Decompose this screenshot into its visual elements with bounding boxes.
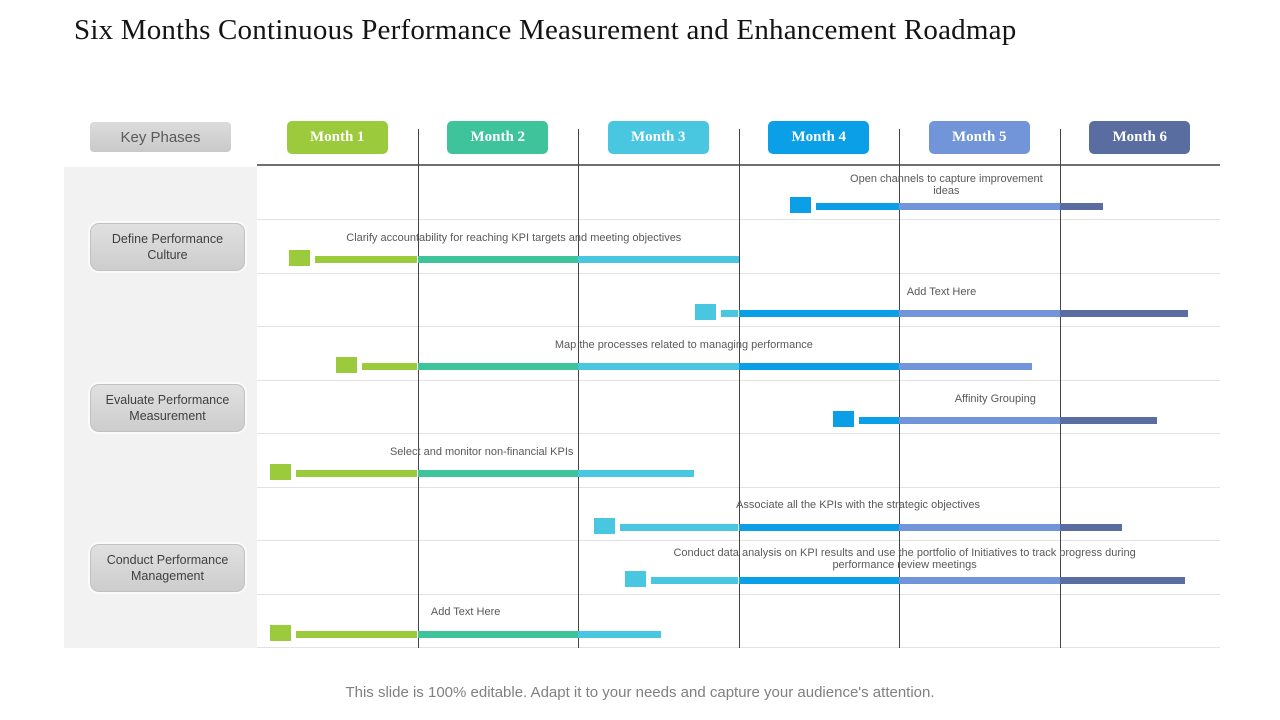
month-header-3[interactable]: Month 3 xyxy=(607,121,709,154)
task-label-text: Conduct data analysis on KPI results and… xyxy=(673,546,1136,572)
gantt-bar-segment[interactable] xyxy=(899,416,1060,424)
gantt-bar-segment[interactable] xyxy=(578,256,739,264)
month-boundary-line xyxy=(899,129,900,648)
gantt-bar-marker[interactable] xyxy=(695,303,717,320)
gantt-bar-segment[interactable] xyxy=(315,256,418,264)
gantt-bar-segment[interactable] xyxy=(738,309,899,317)
month-boundary-line xyxy=(417,129,419,648)
gantt-bar-segment[interactable] xyxy=(578,470,694,478)
slide-title: Six Months Continuous Performance Measur… xyxy=(74,14,1017,46)
month-header-4[interactable]: Month 4 xyxy=(768,121,870,154)
gantt-bar-segment[interactable] xyxy=(578,630,662,638)
task-label: Select and monitor non-financial KPIs xyxy=(270,438,694,466)
footer-note: This slide is 100% editable. Adapt it to… xyxy=(345,684,935,701)
gantt-bar-segment[interactable] xyxy=(1059,203,1103,210)
gantt-bar-marker[interactable] xyxy=(789,197,811,213)
gantt-bar-segment[interactable] xyxy=(417,363,578,371)
gantt-bar-segment[interactable] xyxy=(650,577,739,585)
task-label: Affinity Grouping xyxy=(833,385,1157,413)
phase-label-3[interactable]: Conduct Performance Management xyxy=(90,543,245,592)
gantt-bar-segment[interactable] xyxy=(361,363,418,371)
phase-label-2[interactable]: Evaluate Performance Measurement xyxy=(90,383,245,432)
task-label: Conduct data analysis on KPI results and… xyxy=(625,545,1185,573)
gantt-bar-segment[interactable] xyxy=(721,309,739,317)
task-label-text: Map the processes related to managing pe… xyxy=(554,339,813,352)
gantt-bar-marker[interactable] xyxy=(594,517,616,534)
gantt-bar-segment[interactable] xyxy=(295,470,418,478)
task-label: Add Text Here xyxy=(270,599,662,627)
task-label: Add Text Here xyxy=(695,278,1188,306)
gantt-bar-segment[interactable] xyxy=(738,577,899,585)
month-header-1[interactable]: Month 1 xyxy=(286,121,388,154)
gantt-bar-segment[interactable] xyxy=(1059,577,1185,585)
month-header-6[interactable]: Month 6 xyxy=(1089,121,1191,154)
gantt-bar-segment[interactable] xyxy=(578,363,739,371)
gantt-bar-marker[interactable] xyxy=(833,410,855,427)
task-label-text: Open channels to capture improvement ide… xyxy=(850,172,1043,198)
gantt-bar-marker[interactable] xyxy=(624,571,646,588)
gantt-bar-segment[interactable] xyxy=(899,523,1060,531)
task-label: Map the processes related to managing pe… xyxy=(336,331,1033,359)
gantt-bar-segment[interactable] xyxy=(815,203,899,210)
gantt-bar-segment[interactable] xyxy=(859,416,899,424)
month-boundary-line xyxy=(578,129,579,648)
task-label: Clarify accountability for reaching KPI … xyxy=(289,224,738,252)
month-header-2[interactable]: Month 2 xyxy=(447,121,549,154)
gantt-bar-segment[interactable] xyxy=(738,363,899,371)
gantt-bar-segment[interactable] xyxy=(620,523,739,531)
task-label-text: Affinity Grouping xyxy=(954,392,1036,405)
gantt-bar-segment[interactable] xyxy=(899,203,1060,210)
task-label: Associate all the KPIs with the strategi… xyxy=(594,492,1122,520)
gantt-bar-marker[interactable] xyxy=(269,464,291,481)
phase-label-1[interactable]: Define Performance Culture xyxy=(90,223,245,272)
gantt-bar-segment[interactable] xyxy=(1059,416,1158,424)
gantt-bar-marker[interactable] xyxy=(335,357,357,374)
gantt-bar-marker[interactable] xyxy=(269,624,291,641)
gantt-bar-segment[interactable] xyxy=(899,363,1033,371)
gantt-bar-segment[interactable] xyxy=(417,256,578,264)
gantt-bar-segment[interactable] xyxy=(1059,523,1123,531)
gantt-bar-segment[interactable] xyxy=(738,523,899,531)
task-label-text: Add Text Here xyxy=(906,285,977,298)
task-label-text: Clarify accountability for reaching KPI … xyxy=(346,232,682,245)
task-label-text: Associate all the KPIs with the strategi… xyxy=(736,499,981,512)
gantt-bar-segment[interactable] xyxy=(417,630,578,638)
task-label-text: Select and monitor non-financial KPIs xyxy=(389,445,574,458)
gantt-bar-segment[interactable] xyxy=(1059,309,1188,317)
month-header-5[interactable]: Month 5 xyxy=(928,121,1030,154)
month-boundary-line xyxy=(738,129,740,648)
key-phases-button[interactable]: Key Phases xyxy=(90,122,231,152)
gantt-bar-segment[interactable] xyxy=(295,630,418,638)
gantt-bar-marker[interactable] xyxy=(289,250,311,267)
task-label-text: Add Text Here xyxy=(430,606,501,619)
gantt-bar-segment[interactable] xyxy=(899,577,1060,585)
task-label: Open channels to capture improvement ide… xyxy=(790,171,1103,199)
gantt-bar-segment[interactable] xyxy=(899,309,1060,317)
gantt-bar-segment[interactable] xyxy=(417,470,578,478)
month-boundary-line xyxy=(1059,129,1061,648)
